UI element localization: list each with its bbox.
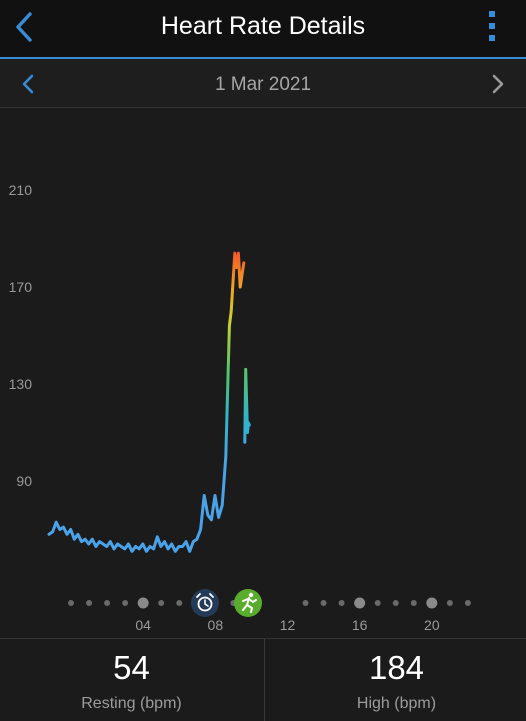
y-axis: 210 170 130 90 — [9, 182, 33, 489]
minor-tick-dot — [338, 600, 345, 606]
major-tick-dot — [137, 597, 149, 609]
page-title: Heart Rate Details — [160, 12, 366, 40]
minor-tick-dot — [104, 600, 111, 606]
heart-rate-line — [47, 251, 246, 553]
previous-day-button[interactable] — [18, 73, 38, 95]
minor-tick-dot — [86, 600, 93, 606]
alarm-clock-bells — [196, 593, 214, 598]
runner-head — [248, 592, 254, 598]
minor-tick-dot — [122, 600, 129, 606]
heart-rate-chart[interactable]: 210 170 130 90 04 08 12 16 20 — [0, 108, 526, 638]
alarm-event-marker[interactable] — [191, 589, 219, 617]
alarm-clock-face — [197, 596, 213, 612]
chevron-left-icon — [22, 74, 34, 94]
chevron-right-icon — [492, 74, 504, 94]
y-tick-label: 170 — [9, 279, 33, 295]
back-button[interactable] — [10, 10, 38, 44]
running-icon — [242, 592, 257, 613]
heart-rate-line — [243, 367, 251, 444]
resting-label: Resting (bpm) — [81, 695, 182, 712]
minor-tick-dot — [464, 600, 471, 606]
x-tick-label: 08 — [208, 617, 224, 633]
activity-event-marker[interactable] — [234, 589, 262, 617]
y-tick-label: 90 — [16, 473, 32, 489]
x-tick-label: 04 — [135, 617, 151, 633]
minor-tick-dot — [176, 600, 183, 606]
x-tick-label: 20 — [424, 617, 440, 633]
vertical-dots-icon — [489, 11, 495, 41]
minor-tick-dot — [302, 600, 309, 606]
current-date: 1 Mar 2021 — [214, 74, 312, 95]
high-label: High (bpm) — [356, 695, 437, 712]
alarm-clock-icon — [196, 593, 214, 612]
major-tick-dot — [426, 597, 438, 609]
resting-value: 54 — [113, 649, 150, 686]
minor-tick-dot — [320, 600, 327, 606]
y-tick-label: 210 — [9, 182, 33, 198]
minor-tick-dot — [392, 600, 399, 606]
heart-rate-series — [47, 251, 251, 553]
x-tick-label: 16 — [352, 617, 368, 633]
alarm-clock-hands — [204, 599, 209, 607]
y-tick-label: 130 — [9, 376, 33, 392]
next-day-button[interactable] — [488, 73, 508, 95]
x-tick-label: 12 — [280, 617, 296, 633]
runner-body — [242, 597, 257, 613]
high-value: 184 — [368, 649, 425, 686]
date-navigation: 1 Mar 2021 — [0, 59, 526, 108]
resting-stat[interactable]: 54 Resting (bpm) — [0, 639, 263, 721]
high-stat[interactable]: 184 High (bpm) — [264, 639, 526, 721]
minor-tick-dot — [158, 600, 165, 606]
more-options-button[interactable] — [486, 10, 498, 44]
chevron-left-icon — [16, 12, 32, 42]
minor-tick-dot — [68, 600, 74, 606]
x-axis: 04 08 12 16 20 — [68, 589, 471, 633]
minor-tick-dot — [446, 600, 453, 606]
major-tick-dot — [354, 597, 366, 609]
minor-tick-dot — [374, 600, 381, 606]
app-header: Heart Rate Details — [0, 0, 526, 59]
heart-rate-summary: 54 Resting (bpm) 184 High (bpm) — [0, 638, 526, 721]
minor-tick-dot — [410, 600, 417, 606]
